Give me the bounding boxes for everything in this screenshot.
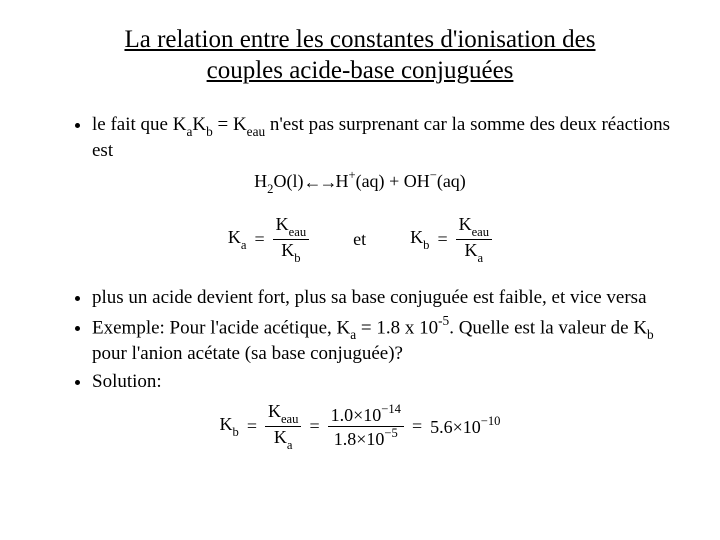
equation-water-autoionization: H2O(l)←→H+(aq) + OH−(aq) [40, 169, 680, 196]
bullet-kakb-keau: le fait que KaKb = Keau n'est pas surpre… [92, 113, 680, 163]
title-line-1: La relation entre les constantes d'ionis… [124, 26, 595, 53]
text: = 1.8 x 10 [356, 317, 438, 338]
text: 5.6 [430, 417, 453, 437]
text: H [335, 171, 348, 191]
text: O(l) [273, 171, 303, 191]
text: K [228, 227, 241, 247]
times-icon: × [356, 429, 366, 449]
subscript-a: a [350, 327, 356, 342]
equals: = [309, 416, 319, 437]
result: 5.6×10−10 [430, 415, 500, 438]
text: 1.8 [334, 429, 357, 449]
denominator: Ka [462, 241, 487, 264]
text: Exemple: Pour l'acide acétique, K [92, 317, 350, 338]
superscript-plus: + [348, 168, 355, 182]
subscript-b: b [294, 251, 300, 265]
denominator: Ka [271, 428, 296, 451]
subscript-eau: eau [472, 225, 489, 239]
subscript-a: a [186, 124, 192, 139]
text: le fait que K [92, 114, 186, 135]
text: 10 [363, 405, 381, 425]
superscript-exp: −10 [481, 414, 501, 428]
text: (aq) [437, 171, 466, 191]
text: = K [213, 114, 247, 135]
superscript-exp: -5 [438, 313, 449, 328]
subscript-b: b [423, 238, 429, 252]
numerator: 1.0×10−14 [328, 404, 404, 425]
subscript-eau: eau [289, 225, 306, 239]
numerator: Keau [456, 215, 492, 238]
subscript-2: 2 [267, 182, 273, 196]
fraction: Keau Ka [456, 215, 492, 264]
text: 10 [366, 429, 384, 449]
text: 1.0 [331, 405, 354, 425]
text: K [410, 227, 423, 247]
text: + [385, 171, 404, 191]
text: OH [404, 171, 430, 191]
text: K [465, 240, 478, 260]
equals: = [255, 229, 265, 250]
eqn-kb: Kb = Keau Ka [410, 215, 492, 264]
bullet-list-1: le fait que KaKb = Keau n'est pas surpre… [40, 113, 680, 163]
numerator: Keau [273, 215, 309, 238]
equals: = [412, 416, 422, 437]
text: K [220, 414, 233, 434]
equilibrium-arrow-icon: ←→ [303, 172, 335, 193]
superscript-exp: −5 [384, 426, 397, 440]
numerator: Keau [265, 402, 301, 425]
bullet-solution-label: Solution: [92, 370, 680, 394]
title-line-2: couples acide-base conjuguées [207, 57, 514, 84]
lhs: Kb [410, 227, 429, 252]
bullet-example: Exemple: Pour l'acide acétique, Ka = 1.8… [92, 314, 680, 366]
text-et: et [353, 229, 366, 250]
denominator: 1.8×10−5 [331, 428, 401, 449]
subscript-eau: eau [247, 124, 265, 139]
equals: = [437, 229, 447, 250]
text: K [276, 214, 289, 234]
bullet-strength-relation: plus un acide devient fort, plus sa base… [92, 286, 680, 310]
subscript-b: b [647, 327, 654, 342]
text: 10 [463, 417, 481, 437]
equation-solution: Kb = Keau Ka = 1.0×10−14 1.8×10−5 = 5.6×… [40, 402, 680, 451]
fraction: Keau Kb [273, 215, 309, 264]
denominator: Kb [278, 241, 303, 264]
text: H [254, 171, 267, 191]
fraction-symbolic: Keau Ka [265, 402, 301, 451]
fraction-numeric: 1.0×10−14 1.8×10−5 [328, 404, 404, 449]
text: K [268, 401, 281, 421]
superscript-exp: −14 [381, 402, 401, 416]
times-icon: × [453, 417, 463, 437]
bullet-list-2: plus un acide devient fort, plus sa base… [40, 286, 680, 394]
subscript-eau: eau [281, 412, 298, 426]
equals: = [247, 416, 257, 437]
subscript-a: a [287, 438, 293, 452]
subscript-b: b [206, 124, 213, 139]
text: (aq) [356, 171, 385, 191]
equation-ka-kb-fractions: Ka = Keau Kb et Kb = Keau Ka [40, 215, 680, 264]
slide-title: La relation entre les constantes d'ionis… [80, 24, 640, 87]
superscript-minus: − [430, 168, 437, 182]
subscript-a: a [241, 238, 247, 252]
lhs: Ka [228, 227, 247, 252]
times-icon: × [353, 405, 363, 425]
text: K [281, 240, 294, 260]
text: pour l'anion acétate (sa base conjuguée)… [92, 343, 403, 364]
subscript-b: b [233, 425, 239, 439]
text: K [459, 214, 472, 234]
text: K [192, 114, 206, 135]
lhs: Kb [220, 414, 239, 439]
eqn-ka: Ka = Keau Kb [228, 215, 309, 264]
text: K [274, 427, 287, 447]
text: . Quelle est la valeur de K [449, 317, 647, 338]
subscript-a: a [478, 251, 484, 265]
